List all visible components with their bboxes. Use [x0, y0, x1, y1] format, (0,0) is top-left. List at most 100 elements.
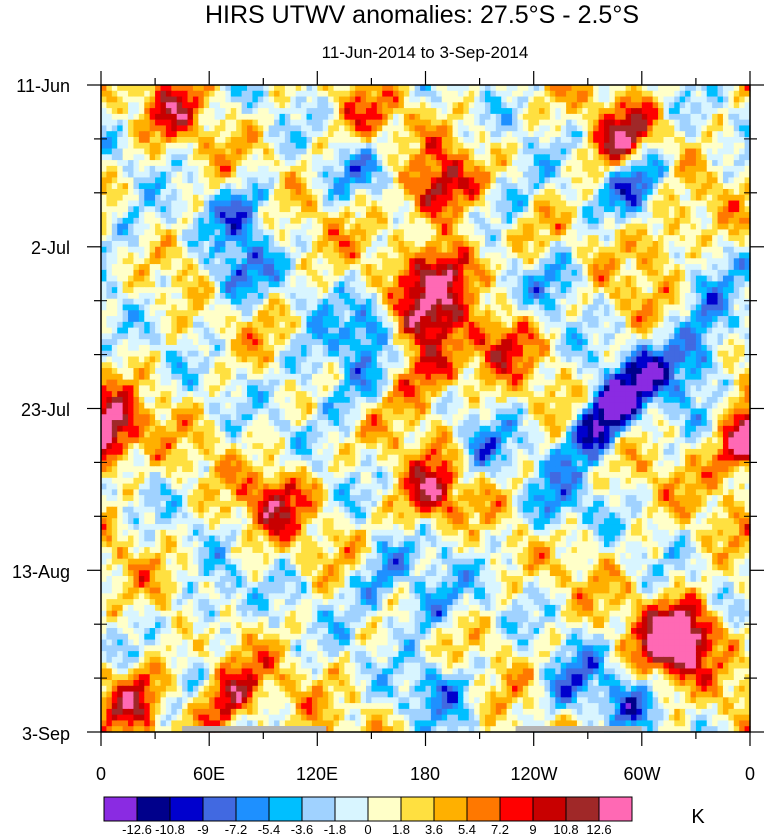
heatmap-cell — [603, 235, 610, 242]
heatmap-cell — [203, 200, 210, 207]
heatmap-cell — [387, 194, 394, 202]
heatmap-cell — [739, 171, 746, 179]
heatmap-cell — [187, 183, 194, 190]
heatmap-cell — [571, 165, 578, 173]
heatmap-cell — [279, 102, 286, 109]
heatmap-cell — [479, 316, 486, 323]
heatmap-cell — [366, 188, 373, 196]
heatmap-cell — [236, 171, 243, 179]
heatmap-cell — [717, 131, 724, 138]
heatmap-cell — [111, 292, 118, 300]
heatmap-cell — [631, 90, 638, 98]
heatmap-cells — [101, 85, 751, 733]
heatmap-cell — [717, 96, 724, 103]
heatmap-cell — [111, 136, 118, 144]
heatmap-cell — [441, 142, 448, 150]
heatmap-cell — [517, 142, 524, 150]
heatmap-cell — [257, 188, 264, 196]
heatmap-cell — [674, 188, 681, 196]
heatmap-cell — [663, 194, 670, 202]
heatmap-cell — [187, 165, 194, 173]
heatmap-cell — [571, 252, 578, 259]
heatmap-cell — [268, 321, 275, 329]
heatmap-cell — [284, 194, 291, 202]
heatmap-cell — [263, 212, 270, 219]
heatmap-cell — [587, 108, 594, 115]
heatmap-cell — [338, 102, 345, 109]
heatmap-cell — [744, 125, 751, 132]
heatmap-cell — [133, 200, 140, 207]
heatmap-cell — [603, 252, 610, 259]
heatmap-cell — [739, 119, 746, 127]
heatmap-cell — [690, 292, 697, 300]
heatmap-cell — [728, 119, 735, 127]
heatmap-cell — [430, 310, 437, 317]
heatmap-cell — [236, 292, 243, 300]
heatmap-cell — [311, 252, 318, 259]
heatmap-cell — [744, 229, 751, 236]
heatmap-cell — [549, 177, 556, 184]
heatmap-cell — [101, 235, 108, 242]
heatmap-cell — [555, 258, 562, 265]
heatmap-cell — [620, 148, 627, 155]
heatmap-cell — [409, 154, 416, 161]
heatmap-cell — [474, 102, 481, 109]
heatmap-cell — [609, 200, 616, 207]
heatmap-cell — [560, 85, 567, 92]
heatmap-cell — [717, 102, 724, 109]
heatmap-cell — [236, 154, 243, 161]
heatmap-cell — [371, 125, 378, 132]
heatmap-cell — [414, 321, 421, 329]
heatmap-cell — [263, 165, 270, 173]
heatmap-cell — [490, 142, 497, 150]
heatmap-cell — [360, 160, 367, 167]
heatmap-cell — [722, 154, 729, 161]
heatmap-cell — [241, 269, 248, 277]
heatmap-cell — [209, 235, 216, 242]
heatmap-cell — [133, 136, 140, 144]
heatmap-cell — [247, 321, 254, 329]
heatmap-cell — [652, 298, 659, 306]
heatmap-cell — [192, 258, 199, 265]
heatmap-cell — [495, 275, 502, 283]
heatmap-cell — [441, 292, 448, 300]
heatmap-cell — [522, 240, 529, 248]
heatmap-cell — [301, 90, 308, 98]
heatmap-cell — [155, 316, 162, 323]
heatmap-cell — [187, 200, 194, 207]
heatmap-cell — [322, 223, 329, 231]
heatmap-cell — [728, 281, 735, 288]
heatmap-cell — [257, 102, 264, 109]
heatmap-cell — [463, 223, 470, 231]
heatmap-cell — [625, 125, 632, 132]
heatmap-cell — [571, 102, 578, 109]
heatmap-cell — [533, 298, 540, 306]
heatmap-cell — [576, 125, 583, 132]
heatmap-cell — [484, 269, 491, 277]
heatmap-cell — [376, 200, 383, 207]
heatmap-cell — [701, 90, 708, 98]
heatmap-cell — [214, 240, 221, 248]
heatmap-cell — [506, 258, 513, 265]
heatmap-cell — [533, 258, 540, 265]
heatmap-cell — [301, 287, 308, 294]
heatmap-cell — [658, 177, 665, 184]
heatmap-cell — [685, 96, 692, 103]
heatmap-cell — [393, 85, 400, 92]
heatmap-cell — [425, 96, 432, 103]
heatmap-cell — [366, 298, 373, 306]
heatmap-cell — [274, 188, 281, 196]
heatmap-cell — [668, 125, 675, 132]
heatmap-cell — [474, 304, 481, 311]
heatmap-cell — [393, 136, 400, 144]
heatmap-cell — [441, 298, 448, 306]
heatmap-cell — [317, 269, 324, 277]
heatmap-cell — [668, 85, 675, 92]
heatmap-cell — [479, 165, 486, 173]
heatmap-cell — [555, 281, 562, 288]
heatmap-cell — [128, 183, 135, 190]
heatmap-cell — [517, 316, 524, 323]
heatmap-cell — [425, 108, 432, 115]
heatmap-cell — [160, 252, 167, 259]
heatmap-cell — [512, 275, 519, 283]
